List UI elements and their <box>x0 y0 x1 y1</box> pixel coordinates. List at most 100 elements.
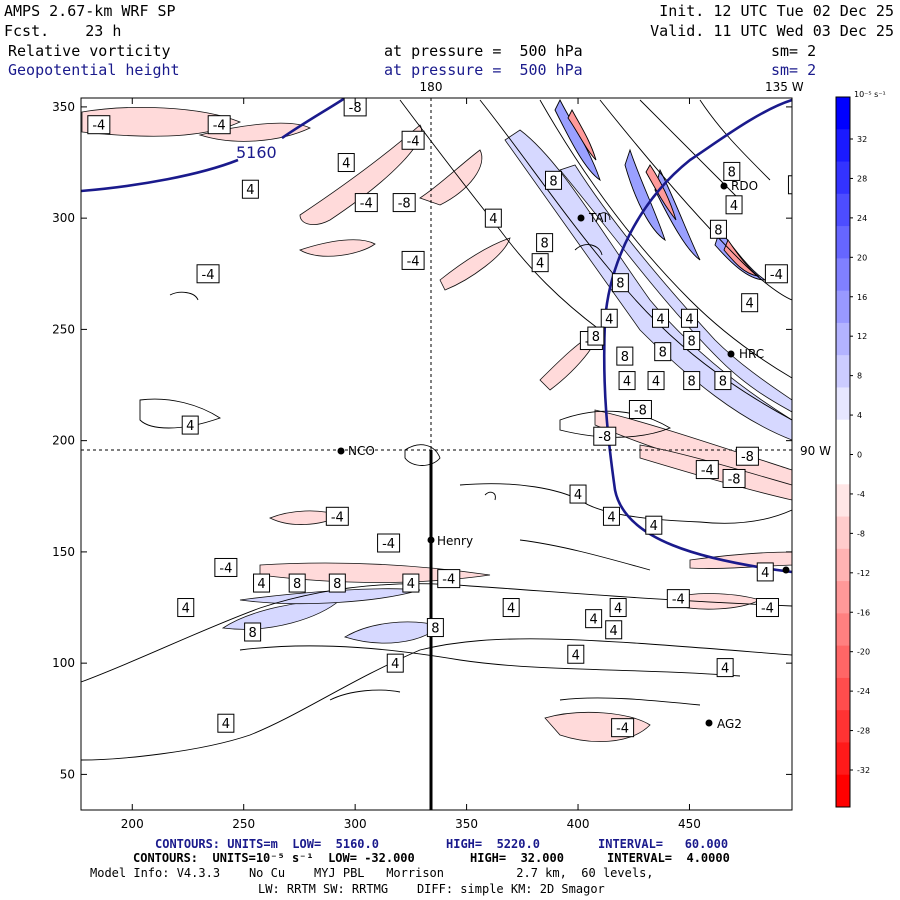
colorbar-label: 28 <box>857 174 867 183</box>
contour-label: 4 <box>585 609 603 629</box>
station-hrc-label: HRC <box>739 347 764 361</box>
contour-label: -4 <box>611 718 635 738</box>
contour-label: 8 <box>714 371 732 391</box>
contour-label: -4 <box>401 130 425 150</box>
contour-label: 4 <box>605 620 623 640</box>
contour-label-box <box>602 506 620 526</box>
neg-vorticity-core <box>645 164 677 221</box>
contour-label: -4 <box>325 506 349 526</box>
field2-level: at pressure = 500 hPa <box>384 61 583 79</box>
x-tick-label: 350 <box>455 817 478 831</box>
contour-label-box <box>741 293 759 313</box>
contour-label: 8 <box>288 573 306 593</box>
contour-label-box <box>611 273 629 293</box>
y-tick-label: 150 <box>52 545 75 559</box>
vorticity-contour <box>519 539 651 571</box>
contour-label: 8 <box>709 219 727 239</box>
station-ag2-label: AG2 <box>717 717 742 731</box>
contour-label-text: 4 <box>652 375 660 390</box>
station-rdo-marker <box>720 182 728 190</box>
colorbar-label: 16 <box>857 293 867 302</box>
contour-label-text: 4 <box>614 602 622 617</box>
field1-smoothing: sm= 2 <box>771 42 817 60</box>
colorbar-label: -12 <box>857 569 870 578</box>
contour-label-box <box>618 371 636 391</box>
contour-label-box <box>764 264 788 284</box>
contour-label-text: 8 <box>549 174 557 189</box>
contour-label: 4 <box>645 515 663 535</box>
contour-label-box <box>600 308 618 328</box>
contour-label-text: -4 <box>382 537 395 552</box>
contour-label-text: 8 <box>688 335 696 350</box>
contour-label: -8 <box>628 400 652 419</box>
geopotential-contour <box>81 158 239 193</box>
contour-label-text: -4 <box>407 134 420 149</box>
contour-label-box <box>253 573 271 593</box>
colorbar-swatch <box>836 484 850 518</box>
contour-label-text: -8 <box>741 450 754 465</box>
contour-label-box <box>217 713 235 733</box>
contour-label-text: 8 <box>792 179 800 194</box>
colorbar-label: 12 <box>857 332 867 341</box>
station-henry-marker <box>427 536 435 544</box>
contour-label: 8 <box>616 346 634 366</box>
contour-label-box <box>585 609 603 629</box>
contour-label-box <box>392 193 416 213</box>
contour-label-text: 4 <box>685 312 693 327</box>
y-tick-label: 350 <box>52 100 75 114</box>
contour-label-box <box>787 175 792 195</box>
pos-vorticity-core <box>624 148 666 242</box>
contour-label: 4 <box>567 644 585 664</box>
contour-label-text: 4 <box>182 602 190 617</box>
contour-label-box <box>587 326 605 346</box>
contour-label-text: 4 <box>730 199 738 214</box>
contour-label: 8 <box>545 170 563 190</box>
pos-vorticity-area <box>344 621 441 644</box>
vorticity-contour <box>329 689 401 701</box>
contour-label: -4 <box>196 264 220 284</box>
colorbar-label: 24 <box>857 214 867 223</box>
x-tick-label: 450 <box>678 817 701 831</box>
contour-label-text: 4 <box>574 488 582 503</box>
contour-label-box <box>695 460 719 480</box>
pos-vorticity-core <box>554 98 601 182</box>
neg-vorticity-core <box>723 239 760 277</box>
field2-smoothing: sm= 2 <box>771 61 817 79</box>
vorticity-contour <box>599 99 792 301</box>
contour-label-box <box>177 598 195 618</box>
contour-label: 4 <box>177 598 195 618</box>
contour-label-text: -4 <box>213 119 226 134</box>
colorbar-swatch <box>836 290 850 324</box>
colorbar-label: 8 <box>857 372 862 381</box>
contour-label-box <box>207 115 231 135</box>
y-tick-label: 200 <box>52 434 75 448</box>
colorbar-swatch <box>836 710 850 743</box>
neg-vorticity-area <box>81 107 242 137</box>
contour-label-text: -4 <box>202 268 215 283</box>
contour-label: -4 <box>666 589 690 609</box>
contour-label-box <box>325 506 349 526</box>
contour-label-text: 4 <box>257 577 265 592</box>
contour-label-text: -8 <box>728 472 741 487</box>
contour-label-box <box>647 371 665 391</box>
contour-label-box <box>609 598 627 618</box>
contour-label-box <box>616 346 634 366</box>
contour-label: 8 <box>426 618 444 638</box>
field1-name: Relative vorticity <box>8 42 171 60</box>
contour-label-text: -4 <box>407 254 420 269</box>
contour-label-text: -4 <box>616 722 629 737</box>
contour-label: -4 <box>764 264 788 284</box>
contour-label-box <box>605 620 623 640</box>
contour-label: 4 <box>600 308 618 328</box>
contour-label-text: 4 <box>605 312 613 327</box>
vorticity-contour <box>559 697 701 706</box>
x-tick-label: 400 <box>567 817 590 831</box>
contour-label: 4 <box>531 253 549 273</box>
contour-label-box <box>683 371 701 391</box>
colorbar-swatch <box>836 548 850 582</box>
vorticity-contour <box>399 99 601 331</box>
contour-label: 4 <box>241 179 259 199</box>
contour-label-box <box>288 573 306 593</box>
contour-label-box <box>386 653 404 673</box>
